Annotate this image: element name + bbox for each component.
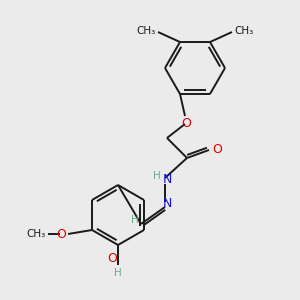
- Text: CH₃: CH₃: [234, 26, 253, 36]
- Text: O: O: [181, 117, 191, 130]
- Text: CH₃: CH₃: [137, 26, 156, 36]
- Text: N: N: [162, 173, 172, 187]
- Text: O: O: [107, 253, 117, 266]
- Text: N: N: [162, 197, 172, 211]
- Text: H: H: [153, 171, 161, 181]
- Text: H: H: [131, 215, 139, 225]
- Text: O: O: [212, 143, 222, 157]
- Text: O: O: [56, 227, 66, 241]
- Text: H: H: [114, 268, 122, 278]
- Text: CH₃: CH₃: [27, 229, 46, 239]
